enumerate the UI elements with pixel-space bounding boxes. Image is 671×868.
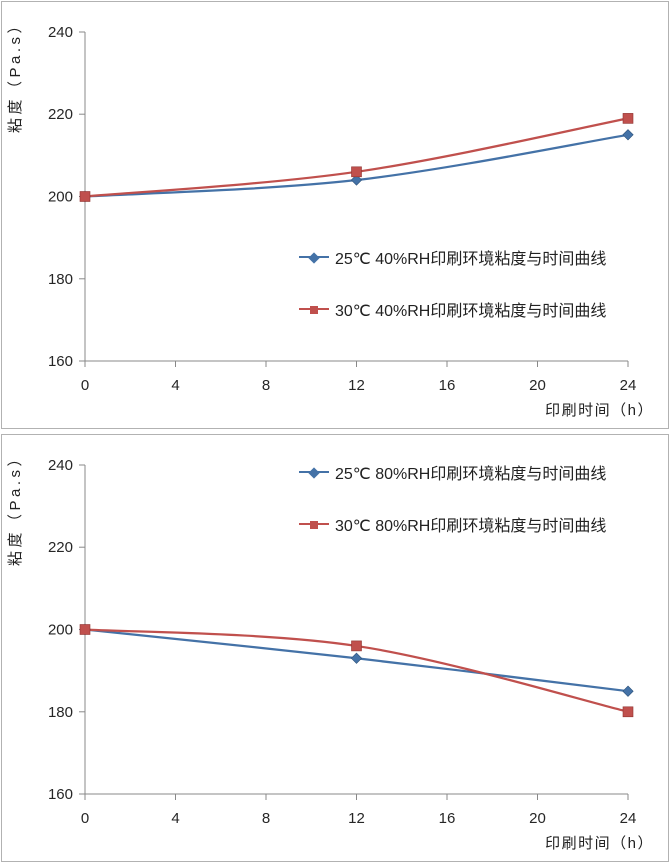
svg-text:160: 160: [48, 786, 73, 803]
svg-text:180: 180: [48, 704, 73, 721]
svg-text:4: 4: [171, 810, 179, 827]
svg-text:200: 200: [48, 622, 73, 639]
svg-text:8: 8: [262, 377, 270, 394]
svg-text:240: 240: [48, 457, 73, 474]
svg-text:240: 240: [48, 24, 73, 41]
svg-text:20: 20: [529, 377, 546, 394]
svg-text:24: 24: [620, 377, 637, 394]
svg-text:180: 180: [48, 271, 73, 288]
svg-text:12: 12: [348, 377, 365, 394]
svg-text:24: 24: [620, 810, 637, 827]
svg-text:220: 220: [48, 106, 73, 123]
svg-text:0: 0: [81, 377, 89, 394]
svg-text:8: 8: [262, 810, 270, 827]
svg-text:20: 20: [529, 810, 546, 827]
svg-text:160: 160: [48, 353, 73, 370]
svg-text:12: 12: [348, 810, 365, 827]
svg-text:16: 16: [439, 377, 456, 394]
svg-text:200: 200: [48, 189, 73, 206]
svg-text:4: 4: [171, 377, 179, 394]
svg-text:220: 220: [48, 539, 73, 556]
svg-text:0: 0: [81, 810, 89, 827]
svg-text:16: 16: [439, 810, 456, 827]
